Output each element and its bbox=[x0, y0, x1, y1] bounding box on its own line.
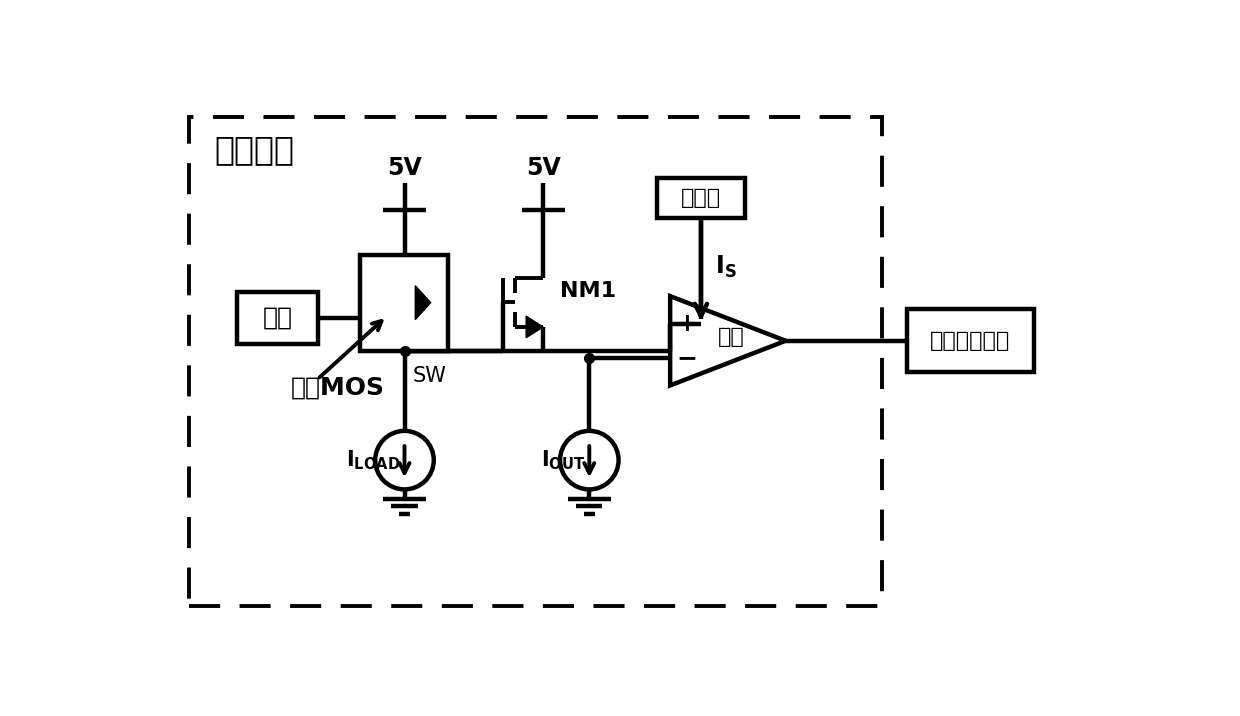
Polygon shape bbox=[415, 286, 430, 319]
Text: 运放: 运放 bbox=[718, 327, 745, 347]
Text: 功率MOS: 功率MOS bbox=[290, 375, 384, 400]
Text: NM1: NM1 bbox=[560, 281, 616, 301]
Bar bbox=[237, 291, 317, 344]
Bar bbox=[188, 117, 882, 606]
Text: 5V: 5V bbox=[526, 156, 560, 180]
Text: $\mathbf{I_{OUT}}$: $\mathbf{I_{OUT}}$ bbox=[541, 448, 585, 472]
Bar bbox=[657, 178, 745, 218]
Text: −: − bbox=[677, 346, 698, 369]
Text: 电流源: 电流源 bbox=[681, 188, 720, 208]
Text: SW: SW bbox=[412, 366, 446, 386]
Text: 5V: 5V bbox=[387, 156, 422, 180]
Text: 辅助钒位模块: 辅助钒位模块 bbox=[930, 331, 1011, 351]
Text: $\mathbf{I_S}$: $\mathbf{I_S}$ bbox=[714, 254, 737, 281]
Text: 驱动: 驱动 bbox=[263, 306, 293, 329]
Text: +: + bbox=[677, 312, 698, 336]
Bar bbox=[906, 309, 1034, 372]
Text: 采样模块: 采样模块 bbox=[215, 133, 294, 166]
Text: $\mathbf{I_{LOAD}}$: $\mathbf{I_{LOAD}}$ bbox=[346, 448, 401, 472]
Bar bbox=[360, 255, 449, 351]
Polygon shape bbox=[526, 316, 543, 338]
